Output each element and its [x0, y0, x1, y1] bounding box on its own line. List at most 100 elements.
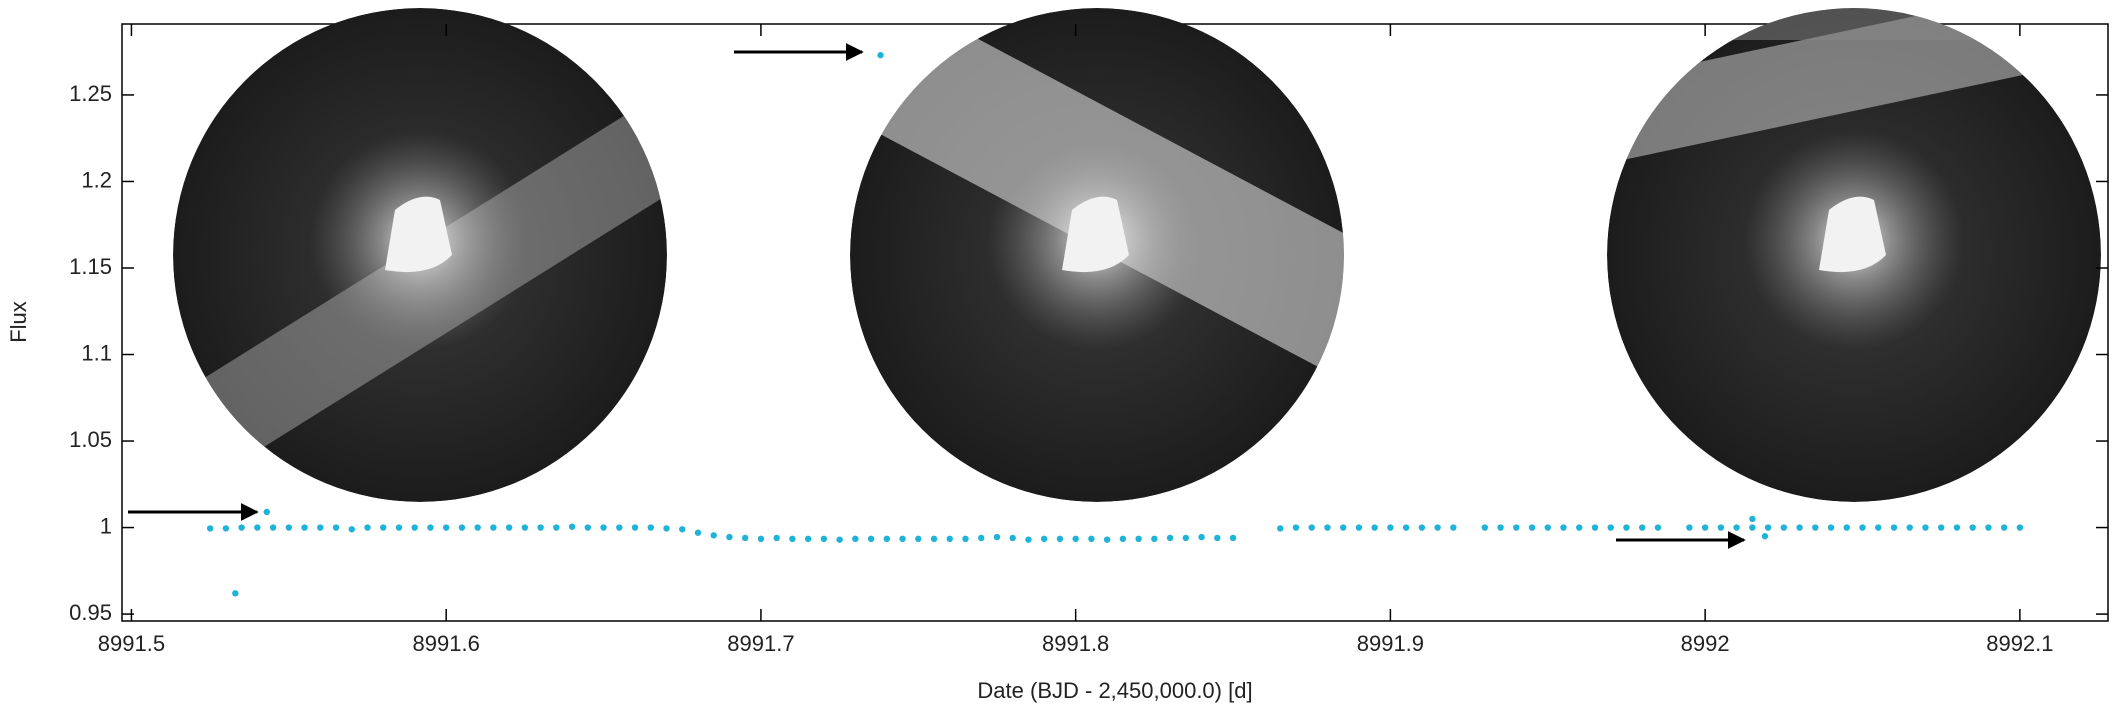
- data-point: [1135, 535, 1142, 543]
- data-point: [877, 51, 884, 59]
- y-tick-label: 0.95: [69, 600, 112, 625]
- data-point: [773, 534, 780, 542]
- data-point: [1387, 524, 1394, 531]
- data-point: [804, 535, 812, 543]
- data-point: [1560, 524, 1567, 531]
- data-point: [1764, 524, 1772, 531]
- data-point: [1402, 524, 1410, 531]
- data-point: [348, 526, 355, 533]
- data-point: [1214, 534, 1221, 542]
- data-point: [1481, 524, 1489, 531]
- data-point: [1654, 524, 1662, 531]
- data-point: [1875, 524, 1882, 531]
- sky-image: [850, 8, 1344, 502]
- data-point: [962, 535, 969, 543]
- x-tick-label: 8991.9: [1357, 631, 1424, 656]
- y-tick-label: 1.25: [69, 81, 112, 106]
- data-point: [1103, 536, 1111, 543]
- sky-image: [173, 8, 667, 502]
- data-point: [1749, 524, 1756, 531]
- data-point: [568, 523, 576, 530]
- data-point: [1308, 524, 1315, 531]
- data-point: [1843, 524, 1850, 531]
- y-tick-label: 1.1: [81, 340, 112, 365]
- data-point: [1166, 534, 1174, 542]
- data-point: [285, 524, 293, 531]
- data-point: [1623, 524, 1630, 531]
- data-point: [1638, 524, 1646, 531]
- data-point: [458, 524, 466, 531]
- data-point: [883, 535, 891, 543]
- y-tick-label: 1.15: [69, 254, 112, 279]
- data-point: [395, 524, 403, 531]
- data-point: [1151, 535, 1158, 543]
- data-point: [232, 590, 239, 597]
- data-point: [1450, 524, 1457, 531]
- data-point: [1229, 534, 1237, 542]
- data-point: [1953, 524, 1961, 531]
- data-point: [1859, 524, 1866, 531]
- data-point: [427, 524, 434, 531]
- data-point: [2000, 524, 2008, 531]
- data-point: [364, 524, 371, 531]
- data-point: [726, 533, 733, 541]
- data-point: [663, 525, 670, 532]
- data-point: [269, 524, 277, 531]
- y-axis-label: Flux: [6, 301, 31, 343]
- y-tick-label: 1.05: [69, 427, 112, 452]
- data-point: [852, 535, 859, 543]
- data-point: [1749, 515, 1756, 523]
- data-point: [1418, 524, 1426, 531]
- data-point: [1119, 535, 1127, 543]
- data-point: [1277, 525, 1284, 532]
- data-point: [490, 524, 497, 531]
- data-point: [978, 534, 985, 542]
- data-point: [1796, 524, 1803, 531]
- data-point: [867, 535, 875, 543]
- data-point: [1906, 524, 1913, 531]
- data-point: [380, 524, 387, 531]
- data-point: [1324, 524, 1331, 531]
- data-point: [1701, 524, 1709, 531]
- data-point: [1591, 524, 1599, 531]
- data-point: [521, 524, 529, 531]
- data-point: [332, 524, 340, 531]
- data-point: [1072, 535, 1079, 543]
- data-point: [1937, 524, 1945, 531]
- x-axis-label: Date (BJD - 2,450,000.0) [d]: [977, 678, 1252, 703]
- data-point: [474, 524, 481, 531]
- data-point: [915, 535, 922, 543]
- data-point: [710, 532, 717, 539]
- data-point: [836, 536, 843, 543]
- data-point: [1761, 533, 1769, 540]
- data-point: [946, 535, 953, 543]
- data-point: [930, 535, 938, 543]
- data-point: [1371, 524, 1378, 531]
- x-tick-label: 8991.6: [413, 631, 480, 656]
- data-point: [553, 524, 560, 531]
- data-point: [1985, 524, 1992, 531]
- sky-image: [1607, 8, 2101, 502]
- data-point: [1040, 535, 1048, 543]
- data-point: [1827, 524, 1835, 531]
- data-point: [1812, 524, 1819, 531]
- data-point: [301, 524, 308, 531]
- data-point: [1528, 524, 1536, 531]
- data-point: [631, 524, 639, 531]
- data-point: [694, 529, 702, 536]
- data-point: [238, 524, 245, 531]
- data-point: [899, 535, 906, 543]
- data-point: [505, 524, 513, 531]
- y-tick-label: 1.2: [81, 167, 112, 192]
- data-point: [1576, 524, 1583, 531]
- x-tick-label: 8991.8: [1042, 631, 1109, 656]
- data-point: [1780, 524, 1788, 531]
- data-point: [1607, 524, 1614, 531]
- data-point: [1025, 536, 1032, 543]
- data-point: [1088, 535, 1095, 543]
- data-point: [1292, 524, 1300, 531]
- data-point: [411, 524, 418, 531]
- data-point: [616, 524, 623, 531]
- data-point: [647, 524, 654, 531]
- data-point: [1198, 533, 1205, 541]
